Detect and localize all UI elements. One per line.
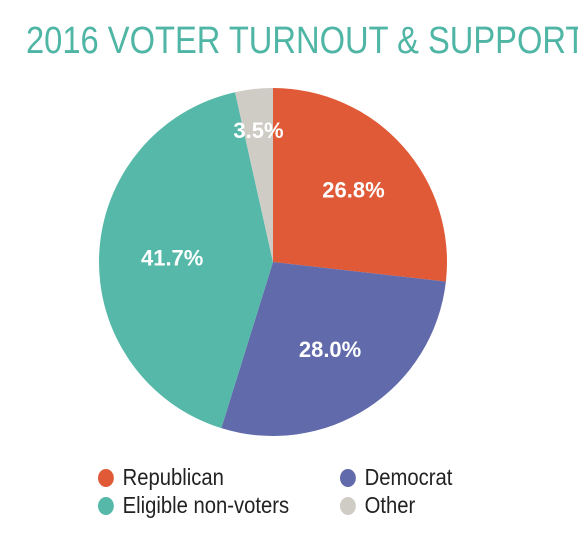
pie-slice-labels: 26.8% 28.0% 41.7% 3.5% [141,118,385,362]
pie-slice-republican [273,88,447,282]
slice-label-other: 3.5% [233,118,283,143]
pie-slices [98,88,447,436]
slice-label-eligible-non-voters: 41.7% [141,245,203,270]
chart-title: 2016 VOTER TURNOUT & SUPPORT [26,20,578,62]
pie-slice-democrat [221,262,446,436]
pie-slice-eligible-non-voters [98,92,273,429]
slice-label-democrat: 28.0% [299,337,361,362]
slice-label-republican: 26.8% [322,178,384,203]
pie-slice-other [235,88,273,262]
